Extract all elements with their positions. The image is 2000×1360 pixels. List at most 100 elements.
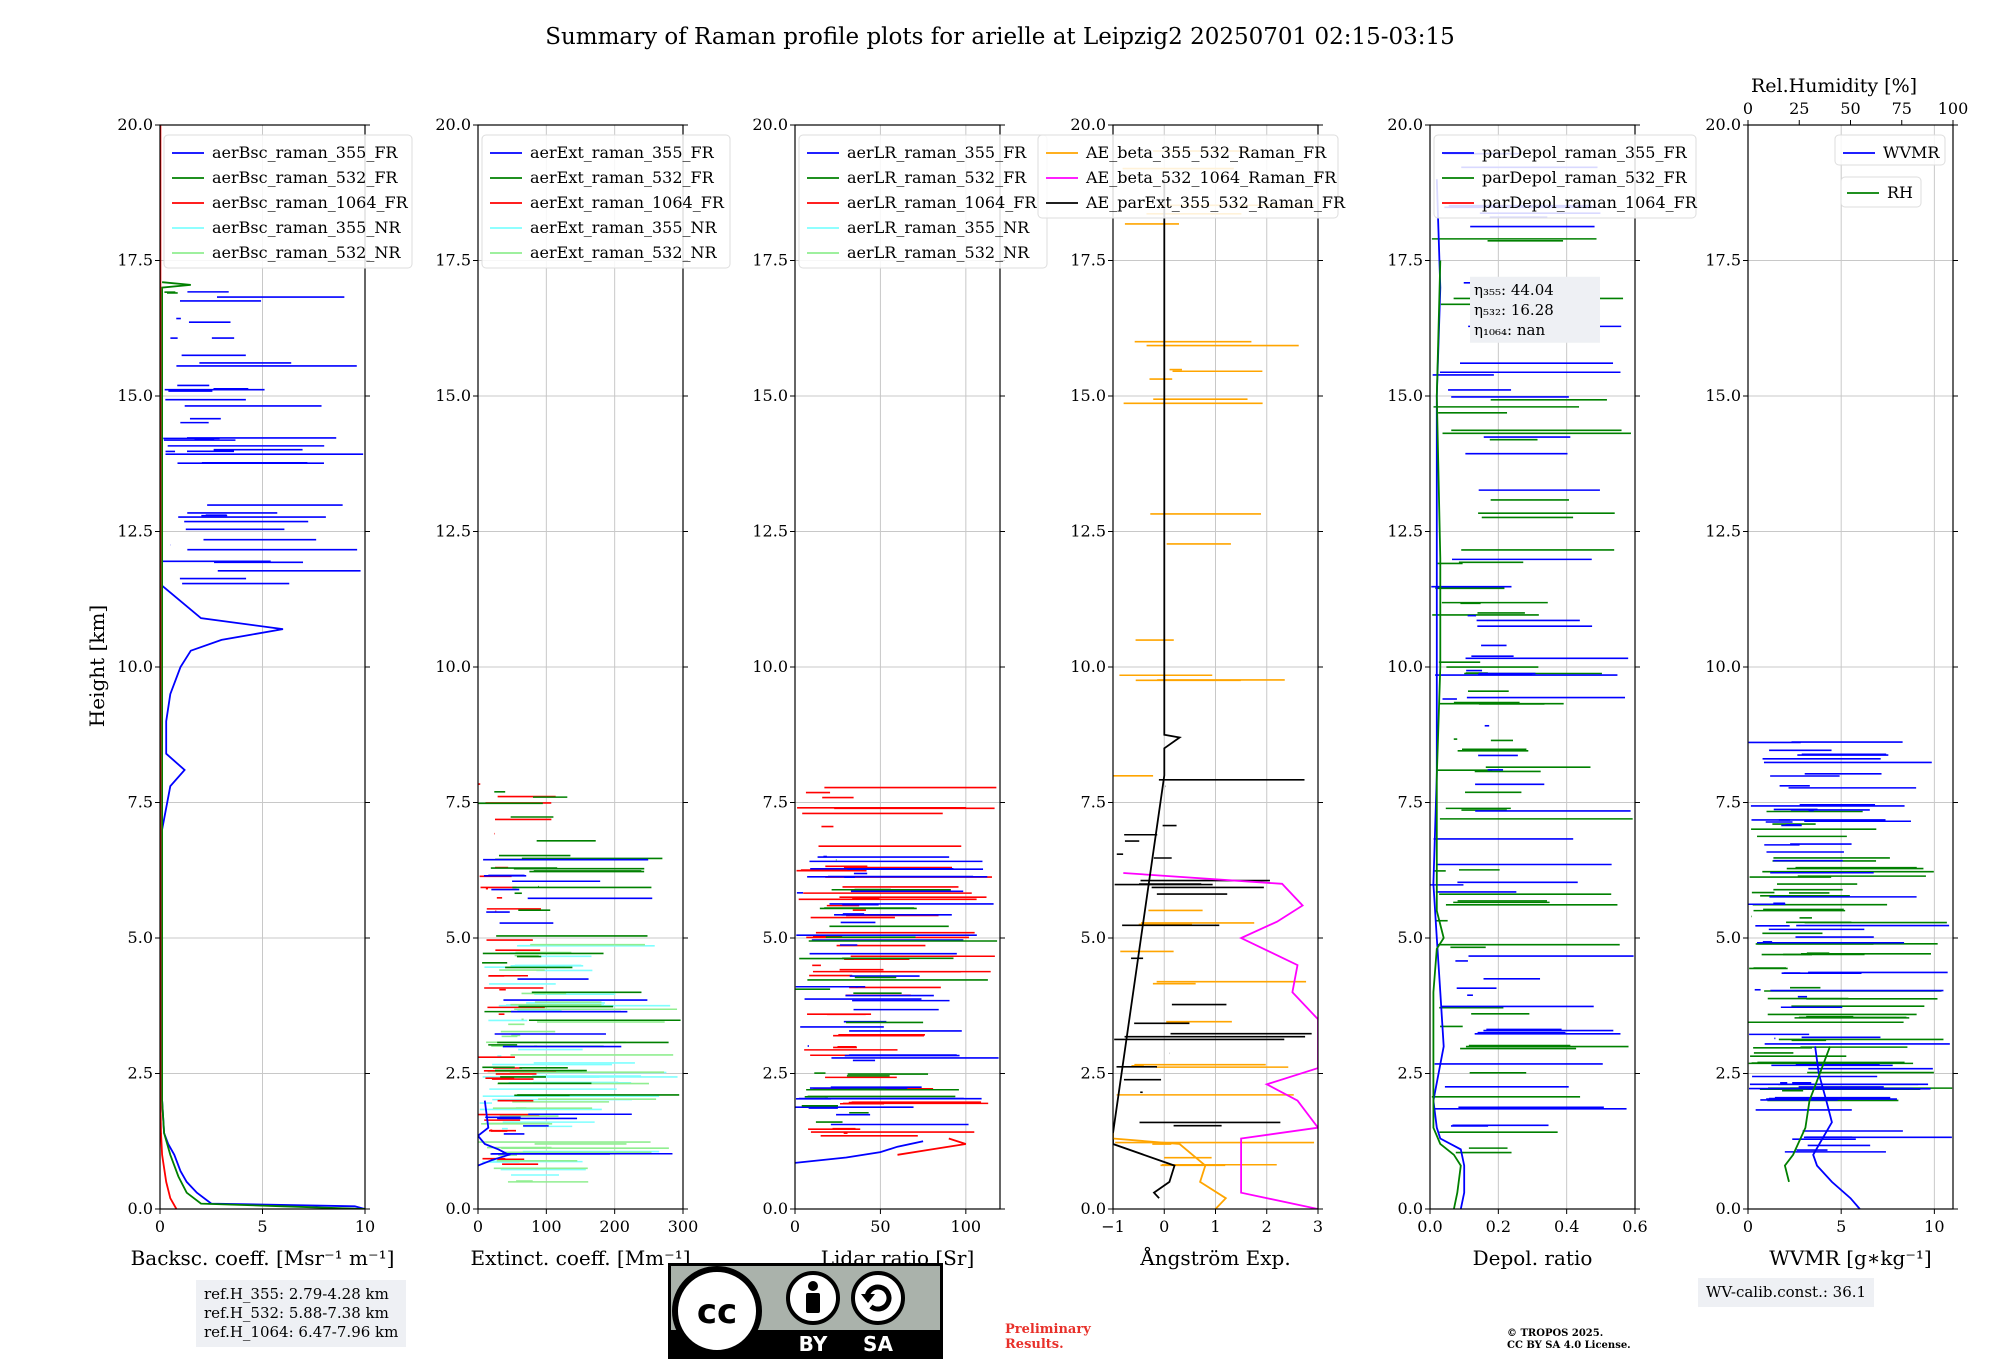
legend-label: AE_beta_532_1064_Raman_FR <box>1085 168 1337 187</box>
y-tick-label: 2.5 <box>128 1064 153 1083</box>
legend-label: aerBsc_raman_355_FR <box>212 143 398 162</box>
y-tick-label: 17.5 <box>117 251 153 270</box>
copyright-note: © TROPOS 2025. CC BY SA 4.0 License. <box>1507 1328 1631 1352</box>
y-tick-label: 15.0 <box>1070 386 1106 405</box>
y-tick-label: 0.0 <box>763 1199 788 1218</box>
figure-title: Summary of Raman profile plots for ariel… <box>545 24 1455 50</box>
series-RH <box>1783 1046 1831 1183</box>
series-parDepol_raman_532_FR <box>1432 260 1462 1209</box>
series-parDepol_raman_355_FR <box>1432 179 1466 1209</box>
axes-frame <box>159 124 366 1210</box>
x-tick-label: 300 <box>668 1217 699 1236</box>
legend-label: AE_parExt_355_532_Raman_FR <box>1085 193 1346 212</box>
axes-frame <box>1112 124 1319 1210</box>
legend-label: aerLR_raman_532_FR <box>847 168 1027 187</box>
depol-annotation-text: η₅₃₂: 16.28 <box>1474 301 1554 319</box>
y-tick-label: 0.0 <box>1081 1199 1106 1218</box>
legend-frame-rh <box>1840 176 1922 208</box>
series-aerExt_raman_355_FR <box>478 1100 512 1167</box>
x-tick-label: 200 <box>599 1217 630 1236</box>
x-tick-label: −1 <box>1101 1217 1125 1236</box>
y-tick-label: 12.5 <box>1070 522 1106 541</box>
y-tick-label: 0.0 <box>128 1199 153 1218</box>
series-AE_beta_532_1064_Raman_FR <box>1123 872 1318 1209</box>
x-tick-label: 5 <box>257 1217 267 1236</box>
sa-share-alike-icon <box>851 1271 905 1325</box>
y-tick-label: 0.0 <box>1398 1199 1423 1218</box>
y-tick-label: 5.0 <box>1398 928 1423 947</box>
x-tick-label: 0 <box>790 1217 800 1236</box>
copyright-line-2: CC BY SA 4.0 License. <box>1507 1340 1631 1351</box>
legend-label: aerBsc_raman_532_NR <box>212 243 401 262</box>
legend: aerLR_raman_355_FR aerLR_raman_532_FR aerL… <box>798 134 1048 269</box>
y-tick-label: 15.0 <box>1387 386 1423 405</box>
y-tick-label: 7.5 <box>763 793 788 812</box>
series-aerLR_raman_1064_FR <box>897 1137 967 1156</box>
y-tick-label: 0.0 <box>446 1199 471 1218</box>
y-tick-label: 15.0 <box>435 386 471 405</box>
legend-label: aerExt_raman_1064_FR <box>530 193 725 212</box>
svg-text:cc: cc <box>697 1292 737 1332</box>
y-tick-label: 5.0 <box>1716 928 1741 947</box>
rh-axis-label: Rel.Humidity [%] <box>1751 75 1917 97</box>
ref-h-1064: ref.H_1064: 6.47-7.96 km <box>204 1323 399 1341</box>
legend-label: aerExt_raman_532_FR <box>530 168 715 187</box>
y-tick-label: 5.0 <box>763 928 788 947</box>
y-tick-label: 10.0 <box>1705 657 1741 676</box>
legend-label: aerExt_raman_355_FR <box>530 143 715 162</box>
y-tick-label: 15.0 <box>1705 386 1741 405</box>
legend-label: aerBsc_raman_1064_FR <box>212 193 409 212</box>
data-layer <box>795 786 999 1164</box>
x-tick-label: 1 <box>1210 1217 1220 1236</box>
x-axis-label: Backsc. coeff. [Msr⁻¹ m⁻¹] <box>131 1246 395 1270</box>
y-tick-label: 10.0 <box>1070 657 1106 676</box>
y-tick-label: 7.5 <box>446 793 471 812</box>
y-tick-label: 2.5 <box>1398 1064 1423 1083</box>
legend-label: aerLR_raman_532_NR <box>847 243 1030 262</box>
x-tick-label: 3 <box>1313 1217 1323 1236</box>
legend-frame <box>1433 134 1697 219</box>
y-tick-label: 12.5 <box>435 522 471 541</box>
x-tick-label: 0.6 <box>1622 1217 1647 1236</box>
y-tick-label: 7.5 <box>1398 793 1423 812</box>
x-tick-label: 0.2 <box>1486 1217 1511 1236</box>
legend: aerBsc_raman_355_FR aerBsc_raman_532_FRae… <box>163 134 413 269</box>
panel-4: 0.0 0.2 0.4 0.6 0.0 2.5 5.0 7.5 10.0 12.5 15.0 17.5… <box>1387 115 1697 1270</box>
y-tick-label: 20.0 <box>435 115 471 134</box>
ref-h-355: ref.H_355: 2.79-4.28 km <box>204 1285 389 1303</box>
cc-sa-label: SA <box>863 1332 893 1356</box>
depol-annotation-text: η₁₀₆₄: nan <box>1474 321 1545 339</box>
y-tick-label: 10.0 <box>1387 657 1423 676</box>
legend-label: AE_beta_355_532_Raman_FR <box>1085 143 1327 162</box>
legend-label: parDepol_raman_355_FR <box>1482 143 1688 162</box>
copyright-line-1: © TROPOS 2025. <box>1507 1328 1604 1339</box>
x-tick-label: 0 <box>473 1217 483 1236</box>
y-tick-label: 10.0 <box>752 657 788 676</box>
y-tick-label: 7.5 <box>1716 793 1741 812</box>
x-tick-label: 10 <box>355 1217 375 1236</box>
y-tick-label: 20.0 <box>1387 115 1423 134</box>
y-tick-label: 2.5 <box>446 1064 471 1083</box>
y-tick-label: 10.0 <box>435 657 471 676</box>
axes-frame <box>1429 124 1636 1210</box>
y-tick-label: 5.0 <box>446 928 471 947</box>
y-tick-label: 5.0 <box>128 928 153 947</box>
legend-frame <box>163 134 413 269</box>
y-tick-label: 17.5 <box>435 251 471 270</box>
x-axis-label: Extinct. coeff. [Mm⁻¹] <box>470 1246 690 1270</box>
panels: 0 5 100.02.55.07.510.012.515.017.520.0Back… <box>117 99 1968 1270</box>
top-x-tick-label: 100 <box>1938 99 1969 118</box>
x-tick-label: 0 <box>1743 1217 1753 1236</box>
wv-calib-box: WV-calib.const.: 36.1 <box>1698 1278 1875 1307</box>
x-tick-label: 0.0 <box>1417 1217 1442 1236</box>
y-tick-label: 10.0 <box>117 657 153 676</box>
y-tick-label: 15.0 <box>117 386 153 405</box>
y-tick-label: 20.0 <box>117 115 153 134</box>
y-tick-label: 20.0 <box>1705 115 1741 134</box>
cc-by-label: BY <box>799 1332 828 1356</box>
y-tick-label: 2.5 <box>763 1064 788 1083</box>
panel-3: −1 0 1 2 3 0.0 2.5 5.0 7.5 10.0 12.5 15.0 17.5 20.0 Ån… <box>1037 115 1346 1270</box>
depol-annotation-box <box>1470 276 1600 343</box>
panel-5: 0 5 10 0.0 2.5 5.0 7.5 10.0 12.5 15.0 17.5 20.0 WVMR… <box>1705 99 1968 1270</box>
x-axis-label: Ångström Exp. <box>1139 1245 1290 1270</box>
